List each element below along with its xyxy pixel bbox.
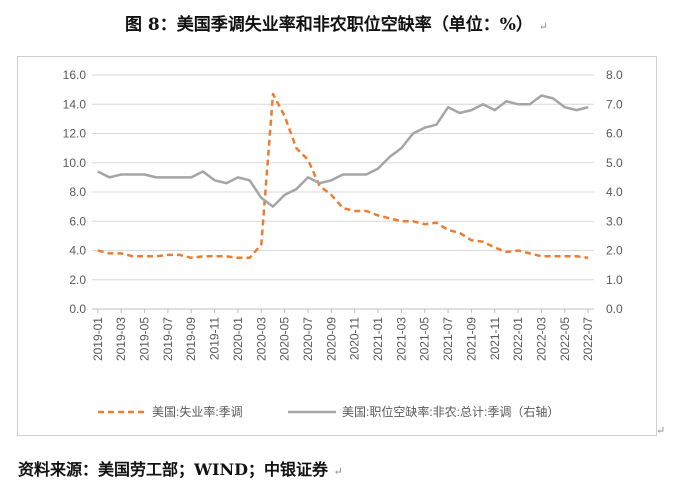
right-y-axis: 0.0 1.0 2.0 3.0 4.0 5.0 6.0 7.0 8.0 — [606, 68, 623, 316]
chart-frame: 0.0 2.0 4.0 6.0 8.0 10.0 12.0 14.0 16.0 0.0 1.0 2.… — [17, 56, 657, 436]
x-tick-label: 2021-09 — [464, 317, 478, 361]
source-note: 资料来源：美国劳工部；WIND；中银证券 ↵ — [18, 460, 343, 479]
x-tick-label: 2019-07 — [161, 317, 175, 361]
series-lines — [97, 92, 589, 260]
left-y-tick-label: 6.0 — [69, 214, 86, 228]
x-tick-label: 2021-07 — [441, 317, 455, 361]
left-y-tick-label: 16.0 — [63, 68, 87, 82]
source-paragraph-mark: ↵ — [333, 465, 343, 478]
x-tick-label: 2021-03 — [394, 317, 408, 361]
x-tick-label: 2021-11 — [488, 317, 502, 360]
left-y-tick-label: 4.0 — [69, 244, 86, 258]
chart-svg: 0.0 2.0 4.0 6.0 8.0 10.0 12.0 14.0 16.0 0.0 1.0 2.… — [63, 68, 623, 419]
right-y-tick-label: 4.0 — [606, 185, 623, 199]
series-line-vacancy-rate — [97, 94, 589, 208]
series-line-unemployment-rate — [97, 92, 589, 260]
right-y-tick-label: 1.0 — [606, 273, 623, 287]
legend-label-vacancy: 美国:职位空缺率:非农:总计:季调（右轴） — [342, 404, 559, 419]
x-axis: 2019-01 2019-03 2019-05 2019-07 2019-09 2019-… — [91, 308, 595, 361]
x-tick-label: 2019-01 — [91, 317, 105, 361]
legend: 美国:失业率:季调 美国:职位空缺率:非农:总计:季调（右轴） — [98, 404, 559, 419]
x-tick-label: 2020-09 — [324, 317, 338, 361]
right-y-tick-label: 0.0 — [606, 302, 623, 316]
x-tick-label: 2022-07 — [581, 317, 595, 361]
x-tick-label: 2022-05 — [558, 317, 572, 361]
x-tick-label: 2019-09 — [184, 317, 198, 361]
right-y-tick-label: 5.0 — [606, 156, 623, 170]
x-tick-label: 2022-01 — [511, 317, 525, 361]
left-y-axis: 0.0 2.0 4.0 6.0 8.0 10.0 12.0 14.0 16.0 — [63, 68, 87, 316]
left-y-tick-label: 12.0 — [63, 127, 87, 141]
x-tick-label: 2021-01 — [371, 317, 385, 361]
left-y-tick-label: 8.0 — [69, 185, 86, 199]
left-y-tick-label: 2.0 — [69, 273, 86, 287]
x-tick-label: 2020-11 — [348, 317, 362, 360]
x-tick-label: 2020-07 — [301, 317, 315, 361]
x-tick-label: 2021-05 — [418, 317, 432, 361]
end-paragraph-mark: ↵ — [656, 424, 666, 437]
right-y-tick-label: 6.0 — [606, 127, 623, 141]
x-tick-label: 2020-05 — [278, 317, 292, 361]
gridlines — [92, 74, 594, 310]
right-y-tick-label: 8.0 — [606, 68, 623, 82]
x-tick-label: 2019-03 — [114, 317, 128, 361]
left-y-tick-label: 10.0 — [63, 156, 87, 170]
chart-title: 图 8：美国季调失业率和非农职位空缺率（单位：%） ↵ — [124, 15, 549, 35]
left-y-tick-label: 0.0 — [69, 302, 86, 316]
legend-label-unemployment: 美国:失业率:季调 — [152, 404, 243, 419]
right-y-tick-label: 2.0 — [606, 244, 623, 258]
x-tick-label: 2019-05 — [138, 317, 152, 361]
x-tick-label: 2020-03 — [254, 317, 268, 361]
x-tick-label: 2020-01 — [231, 317, 245, 361]
right-y-tick-label: 7.0 — [606, 97, 623, 111]
paragraph-mark: ↵ — [538, 20, 549, 33]
right-y-tick-label: 3.0 — [606, 214, 623, 228]
left-y-tick-label: 14.0 — [63, 97, 87, 111]
x-tick-label: 2019-11 — [208, 317, 222, 360]
x-tick-label: 2022-03 — [534, 317, 548, 361]
